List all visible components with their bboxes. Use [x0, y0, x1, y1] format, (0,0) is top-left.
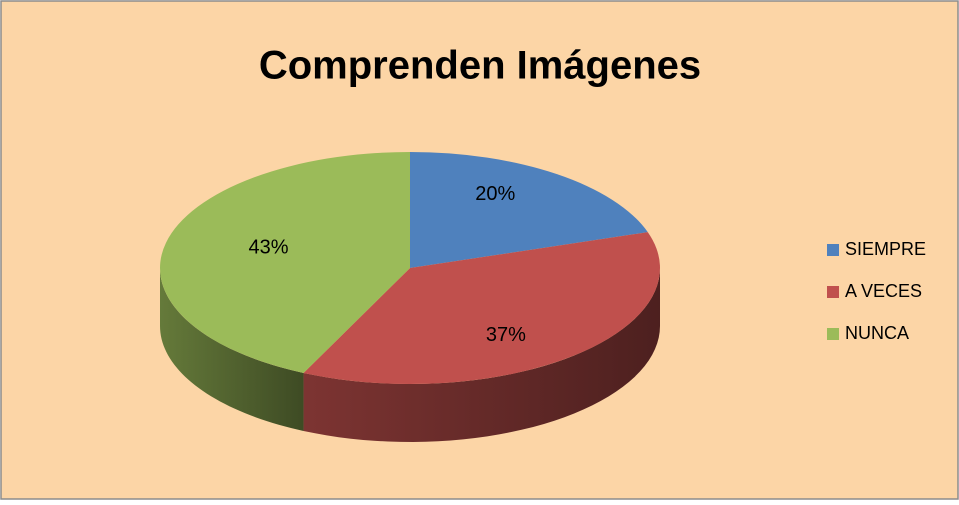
- legend-label: NUNCA: [845, 323, 909, 343]
- pie-side: [303, 268, 660, 442]
- legend-label: SIEMPRE: [845, 239, 926, 259]
- legend: SIEMPRE A VECES NUNCA: [827, 239, 926, 343]
- pie-slice: [160, 152, 410, 373]
- pie-slice: [410, 152, 648, 268]
- legend-label: A VECES: [845, 281, 922, 301]
- data-label: 37%: [486, 324, 526, 346]
- data-label: 20%: [475, 183, 515, 205]
- pie-side: [160, 268, 304, 431]
- chart-title: Comprenden Imágenes: [259, 44, 701, 88]
- legend-swatch: [827, 286, 839, 298]
- data-label: 43%: [248, 237, 288, 259]
- pie-slice: [303, 232, 660, 384]
- legend-swatch: [827, 328, 839, 340]
- legend-swatch: [827, 244, 839, 256]
- pie: 20% 37% 43%: [160, 152, 660, 442]
